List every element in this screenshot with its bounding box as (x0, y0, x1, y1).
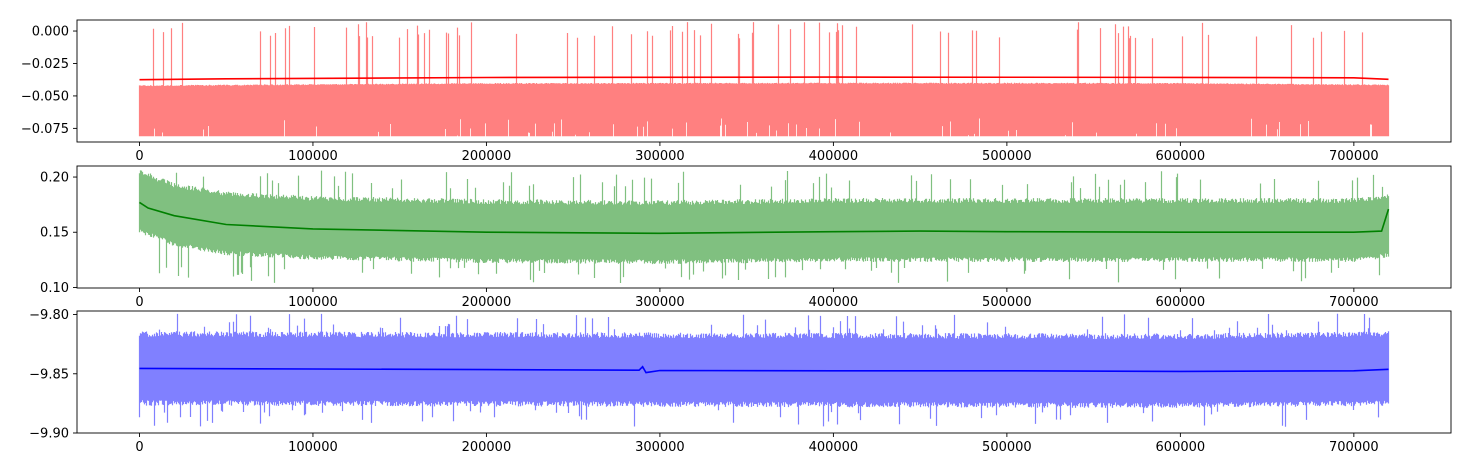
x-tick-label: 700000 (1329, 295, 1379, 310)
x-tick-label: 300000 (635, 440, 685, 455)
raw-signal-series (138, 22, 1390, 137)
x-tick-label: 300000 (635, 295, 685, 310)
x-tick-label: 200000 (462, 149, 512, 164)
x-tick-label: 600000 (1156, 149, 1206, 164)
subplot-accel-z: 0 100000 200000 300000 400000 500000 600000 700… (29, 308, 1452, 455)
smoothed-signal-series (139, 201, 1390, 235)
subplot-accel-x: 0 100000 200000 300000 400000 500000 600000 700… (21, 19, 1452, 164)
x-tick-label: 100000 (288, 149, 338, 164)
x-tick-label: 700000 (1329, 149, 1379, 164)
x-tick-label: 700000 (1329, 440, 1379, 455)
y-tick-label: 0.20 (40, 171, 69, 186)
axes-frame (76, 19, 1452, 143)
y-tick-label: 0.15 (40, 226, 69, 241)
y-tick-label: −0.050 (21, 89, 69, 104)
y-tick-label: −9.80 (29, 308, 69, 323)
y-tick-label: −9.90 (29, 427, 69, 442)
x-tick-label: 200000 (462, 440, 512, 455)
x-tick-label: 600000 (1156, 295, 1206, 310)
y-tick-label: 0.10 (40, 281, 69, 296)
x-tick-label: 0 (135, 149, 143, 164)
smoothed-signal-series (139, 76, 1389, 81)
axes-frame (76, 310, 1452, 434)
y-tick-label: −0.075 (21, 122, 69, 137)
x-tick-label: 200000 (462, 295, 512, 310)
y-tick-label: 0.000 (32, 25, 69, 40)
x-tick-label: 400000 (809, 440, 859, 455)
x-tick-label: 500000 (982, 440, 1032, 455)
x-tick-label: 100000 (288, 440, 338, 455)
smoothed-signal-series (139, 365, 1389, 374)
x-tick-label: 500000 (982, 295, 1032, 310)
x-tick-label: 600000 (1156, 440, 1206, 455)
x-tick-label: 400000 (809, 295, 859, 310)
x-tick-label: 500000 (982, 149, 1032, 164)
axes-frame (76, 165, 1452, 289)
subplot-accel-y: 0 100000 200000 300000 400000 500000 600000 700… (40, 165, 1452, 310)
raw-signal-series (138, 170, 1390, 283)
y-tick-label: −0.025 (21, 57, 69, 72)
x-tick-label: 0 (135, 295, 143, 310)
y-tick-label: −9.85 (29, 367, 69, 382)
x-tick-label: 0 (135, 440, 143, 455)
x-tick-label: 100000 (288, 295, 338, 310)
x-tick-label: 400000 (809, 149, 859, 164)
x-tick-label: 300000 (635, 149, 685, 164)
